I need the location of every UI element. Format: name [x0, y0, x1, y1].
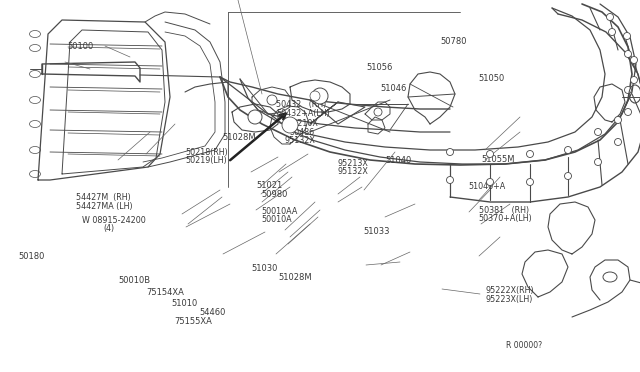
Text: 50010A: 50010A — [261, 215, 292, 224]
Text: 51010: 51010 — [172, 299, 198, 308]
Text: 51028M: 51028M — [278, 273, 312, 282]
Circle shape — [564, 173, 572, 180]
Circle shape — [447, 176, 454, 183]
Text: 54427MA (LH): 54427MA (LH) — [76, 202, 132, 211]
Text: 50432   (RH): 50432 (RH) — [276, 100, 327, 109]
Text: 50010B: 50010B — [118, 276, 150, 285]
Text: 51028M: 51028M — [223, 133, 257, 142]
Circle shape — [614, 138, 621, 145]
Text: 51050: 51050 — [479, 74, 505, 83]
Circle shape — [623, 32, 630, 39]
Text: 51056: 51056 — [366, 63, 392, 72]
Text: 51055M: 51055M — [481, 155, 515, 164]
Text: 50370+A(LH): 50370+A(LH) — [479, 214, 532, 223]
Circle shape — [614, 116, 621, 124]
Circle shape — [486, 179, 493, 186]
Text: 54460: 54460 — [200, 308, 226, 317]
Circle shape — [527, 151, 534, 157]
Circle shape — [374, 108, 382, 116]
Text: (4): (4) — [104, 224, 115, 233]
Text: 50980: 50980 — [261, 190, 287, 199]
Text: 50432+A(LH): 50432+A(LH) — [276, 109, 330, 118]
Text: 50219(LH): 50219(LH) — [186, 156, 227, 165]
Text: 51040: 51040 — [385, 156, 412, 165]
Circle shape — [630, 57, 637, 64]
Circle shape — [310, 91, 320, 101]
Circle shape — [312, 88, 328, 104]
Text: 50780: 50780 — [440, 37, 467, 46]
Text: 51046+A: 51046+A — [468, 182, 506, 191]
Circle shape — [625, 87, 632, 93]
Circle shape — [625, 51, 632, 58]
Text: 51030: 51030 — [251, 264, 277, 273]
Text: 51021: 51021 — [256, 182, 282, 190]
Circle shape — [447, 148, 454, 155]
Text: 95222X(RH): 95222X(RH) — [485, 286, 534, 295]
Text: 50486: 50486 — [289, 128, 314, 137]
Circle shape — [527, 179, 534, 186]
Circle shape — [486, 151, 493, 157]
Text: 95132X: 95132X — [285, 136, 316, 145]
Text: 51046: 51046 — [381, 84, 407, 93]
Text: 54427M  (RH): 54427M (RH) — [76, 193, 131, 202]
Text: 75155XA: 75155XA — [174, 317, 212, 326]
Text: 95213X: 95213X — [338, 159, 369, 168]
Text: 95210X: 95210X — [288, 119, 319, 128]
Text: 51033: 51033 — [364, 227, 390, 236]
Circle shape — [625, 109, 632, 115]
Text: 75154XA: 75154XA — [146, 288, 184, 296]
Text: 50381   (RH): 50381 (RH) — [479, 206, 529, 215]
Text: 50218(RH): 50218(RH) — [186, 148, 228, 157]
Circle shape — [595, 158, 602, 166]
Text: 95132X: 95132X — [338, 167, 369, 176]
Text: 50100: 50100 — [67, 42, 93, 51]
Text: 50180: 50180 — [18, 252, 44, 261]
Circle shape — [267, 95, 277, 105]
Text: 95223X(LH): 95223X(LH) — [485, 295, 532, 304]
Circle shape — [607, 13, 614, 20]
Circle shape — [564, 147, 572, 154]
Text: W 08915-24200: W 08915-24200 — [82, 216, 146, 225]
Circle shape — [609, 29, 616, 35]
Circle shape — [282, 117, 298, 133]
Circle shape — [630, 77, 637, 83]
Circle shape — [595, 128, 602, 135]
Text: 50010AA: 50010AA — [261, 207, 298, 216]
Text: R 00000?: R 00000? — [506, 341, 541, 350]
Circle shape — [248, 110, 262, 124]
